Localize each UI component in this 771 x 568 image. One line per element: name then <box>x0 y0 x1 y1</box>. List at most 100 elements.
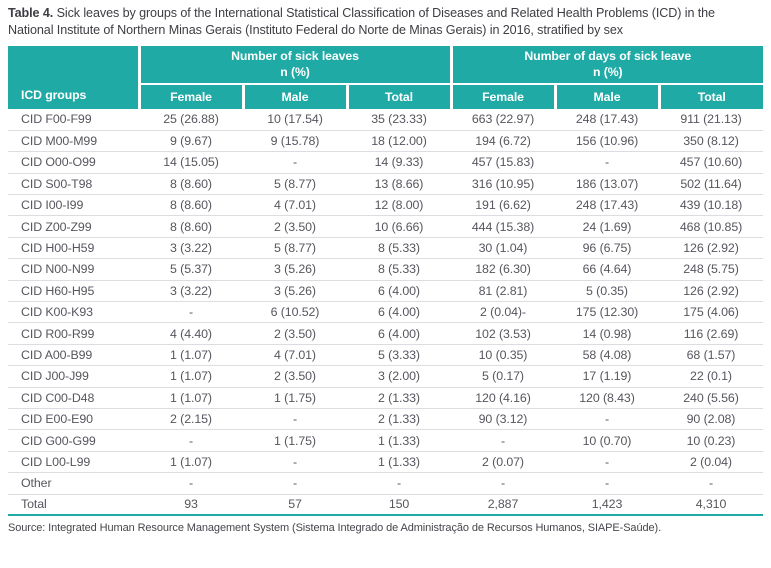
cell-value: 2 (1.33) <box>347 387 451 409</box>
cell-value: 93 <box>184 497 198 512</box>
cell-value: 3 (2.00) <box>347 365 451 388</box>
cell-value: 102 (3.53) <box>451 322 555 345</box>
table-header: ICD groups Number of sick leaves n (%) N… <box>8 46 763 109</box>
cell-value: - <box>243 151 347 174</box>
cell-value: 2 (0.04)- <box>451 301 555 324</box>
cell-value: 182 (6.30) <box>451 258 555 281</box>
cell-value: 240 (5.56) <box>659 387 763 409</box>
group-header-sublabel: n (%) <box>280 64 310 79</box>
cell-value: 66 (4.64) <box>555 258 659 281</box>
cell-value: 911 (21.13) <box>659 109 763 131</box>
cell-value: 5 (3.33) <box>347 344 451 367</box>
cell-value: 90 (3.12) <box>451 408 555 431</box>
cell-value: 248 (17.43) <box>555 109 659 131</box>
cell-icd-group: CID R00-R99 <box>8 322 139 345</box>
page: Table 4. Sick leaves by groups of the In… <box>0 5 771 568</box>
cell-value: 25 (26.88) <box>139 109 243 131</box>
cell-value: 17 (1.19) <box>555 365 659 388</box>
cell-value: 22 (0.1) <box>659 365 763 388</box>
cell-value: - <box>555 408 659 431</box>
cell-value: 186 (13.07) <box>555 173 659 196</box>
table-row: CID S00-T98 8 (8.60) 5 (8.77) 13 (8.66) 316 … <box>8 173 763 196</box>
cell-value: 175 (12.30) <box>555 301 659 324</box>
cell-value: 10 (6.66) <box>347 215 451 238</box>
cell-value: 90 (2.08) <box>659 408 763 431</box>
cell-value: - <box>139 301 243 324</box>
table-row: CID K00-K93-6 (10.52) 6 (4.00) 2 (0.04)- 17… <box>8 301 763 324</box>
cell-value: 502 (11.64) <box>659 173 763 196</box>
cell-value: 1 (1.33) <box>347 451 451 474</box>
cell-value: 58 (4.08) <box>555 344 659 367</box>
subheader-total-leaves: Total <box>345 84 451 109</box>
cell-value: 1 (1.07) <box>139 365 243 388</box>
cell-value: 10 (0.35) <box>451 344 555 367</box>
cell-value: 13 (8.66) <box>347 173 451 196</box>
cell-value: 156 (10.96) <box>555 130 659 153</box>
cell-value: 120 (8.43) <box>555 387 659 409</box>
subheader-male-days: Male <box>553 84 659 109</box>
cell-icd-group: CID N00-N99 <box>8 258 139 281</box>
cell-value: 444 (15.38) <box>451 215 555 238</box>
cell-value: 6 (4.00) <box>347 322 451 345</box>
cell-value: 248 (5.75) <box>659 258 763 281</box>
cell-value: 1 (1.33) <box>347 429 451 452</box>
cell-value: 5 (5.37) <box>139 258 243 281</box>
group-header-label: Number of days of sick leave <box>524 49 692 64</box>
cell-value: 439 (10.18) <box>659 194 763 217</box>
cell-icd-group: CID J00-J99 <box>8 365 139 388</box>
cell-value: - <box>451 472 555 495</box>
cell-value: - <box>139 429 243 452</box>
cell-value: 6 (4.00) <box>347 301 451 324</box>
subheader-female-leaves: Female <box>137 84 243 109</box>
cell-value: - <box>243 408 347 431</box>
table-row: CID F00-F99 25 (26.88) 10 (17.54) 35 (23.33… <box>8 109 763 131</box>
cell-value: 350 (8.12) <box>659 130 763 153</box>
cell-value: 14 (15.05) <box>139 151 243 174</box>
cell-value: 116 (2.69) <box>659 322 763 345</box>
cell-value: 4 (7.01) <box>243 194 347 217</box>
cell-value: 3 (3.22) <box>139 280 243 303</box>
table-row: CID L00-L99 1 (1.07) -1 (1.33) 2 (0.07) -2 (… <box>8 451 763 474</box>
subheader-female-days: Female <box>449 84 555 109</box>
table-body: CID F00-F99 25 (26.88) 10 (17.54) 35 (23.33… <box>8 109 763 515</box>
cell-value: 3 (5.26) <box>243 258 347 281</box>
cell-value: 663 (22.97) <box>451 109 555 131</box>
cell-value: 4 (7.01) <box>243 344 347 367</box>
cell-value: 1 (1.07) <box>139 344 243 367</box>
subheader-male-leaves: Male <box>241 84 347 109</box>
cell-value: 150 <box>388 497 410 512</box>
table-caption-label: Table 4. <box>8 6 54 20</box>
cell-value: 30 (1.04) <box>451 237 555 260</box>
cell-value: 120 (4.16) <box>451 387 555 409</box>
cell-value: - <box>555 472 659 495</box>
cell-value: 2 (3.50) <box>243 215 347 238</box>
subheader-total-days: Total <box>657 84 763 109</box>
cell-value: 126 (2.92) <box>659 280 763 303</box>
cell-icd-group: CID L00-L99 <box>8 451 139 474</box>
cell-value: 8 (8.60) <box>139 215 243 238</box>
cell-icd-group: CID S00-T98 <box>8 173 139 196</box>
table-row: CID N00-N99 5 (5.37) 3 (5.26) 8 (5.33) 182 (… <box>8 258 763 281</box>
table-row: CID A00-B99 1 (1.07) 4 (7.01) 5 (3.33) 10 (0… <box>8 344 763 367</box>
table-caption: Table 4. Sick leaves by groups of the In… <box>8 5 763 39</box>
cell-value: 10 (0.70) <box>555 429 659 452</box>
table-row: CID M00-M99 9 (9.67) 9 (15.78) 18 (12.00) 19… <box>8 130 763 153</box>
cell-value: 96 (6.75) <box>555 237 659 260</box>
cell-value: 5 (0.17) <box>451 365 555 388</box>
cell-icd-group: CID F00-F99 <box>8 109 139 131</box>
cell-value: 1 (1.75) <box>243 429 347 452</box>
cell-value: 2,887 <box>487 497 519 512</box>
cell-value: 191 (6.62) <box>451 194 555 217</box>
cell-icd-group: CID M00-M99 <box>8 130 139 153</box>
table-row: CID Z00-Z99 8 (8.60) 2 (3.50) 10 (6.66) 444 … <box>8 215 763 238</box>
cell-icd-group: CID H60-H95 <box>8 280 139 303</box>
cell-icd-group: CID H00-H59 <box>8 237 139 260</box>
cell-value: 12 (8.00) <box>347 194 451 217</box>
table-row: CID C00-D48 1 (1.07) 1 (1.75) 2 (1.33) 120 (… <box>8 387 763 409</box>
cell-value: - <box>451 429 555 452</box>
cell-value: - <box>243 472 347 495</box>
table-row: CID H00-H59 3 (3.22) 5 (8.77) 8 (5.33) 30 (1… <box>8 237 763 260</box>
cell-value: 126 (2.92) <box>659 237 763 260</box>
cell-icd-group: Other <box>8 472 139 495</box>
cell-value: 9 (15.78) <box>243 130 347 153</box>
